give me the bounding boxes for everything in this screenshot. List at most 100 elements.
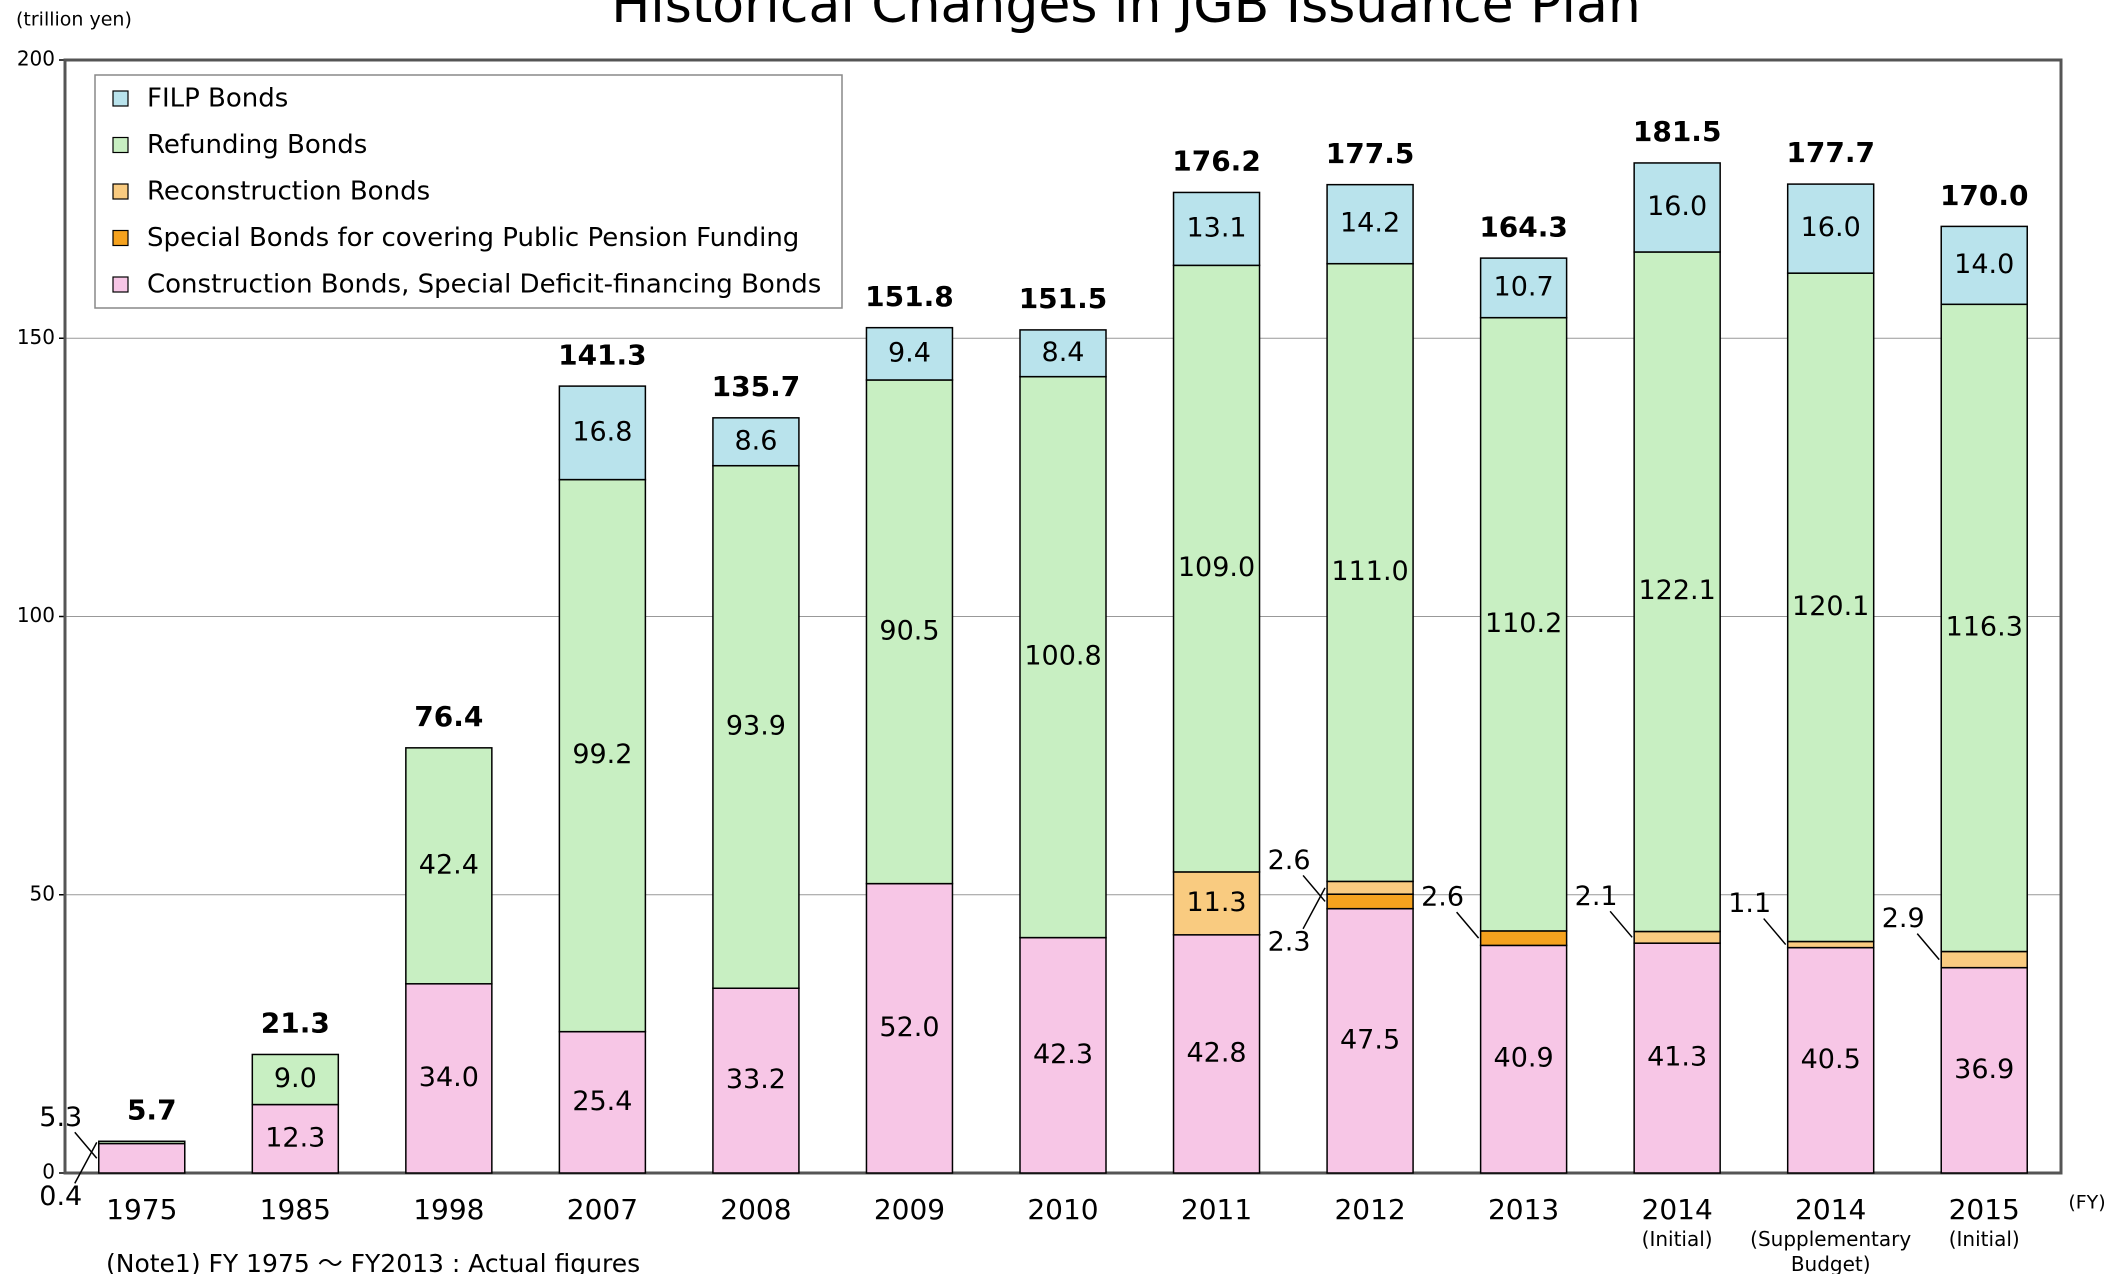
chart-title: Historical Changes in JGB Issuance Plan <box>611 0 1641 35</box>
value-label: 41.3 <box>1647 1042 1707 1073</box>
value-label: 2.9 <box>1882 903 1925 934</box>
bar-segment <box>1172 934 1261 1174</box>
value-label: 25.4 <box>572 1086 632 1117</box>
leader-line <box>74 1142 98 1184</box>
total-label: 177.5 <box>1326 137 1415 170</box>
value-label: 90.5 <box>879 615 939 646</box>
bar-segment <box>1786 272 1875 943</box>
value-label: 47.5 <box>1340 1024 1400 1055</box>
value-label: 1.1 <box>1728 888 1771 919</box>
legend-box <box>94 74 843 309</box>
total-label: 151.8 <box>865 280 954 313</box>
value-label: 122.1 <box>1639 575 1716 606</box>
bar-segment <box>1479 944 1568 1174</box>
legend-swatch <box>112 276 129 293</box>
bar-segment <box>712 464 800 989</box>
bar-segment <box>405 983 493 1174</box>
bar-segment <box>251 1053 340 1106</box>
bar-segment <box>405 747 493 985</box>
value-label: 109.0 <box>1178 552 1255 583</box>
value-label: 42.3 <box>1033 1039 1093 1070</box>
total-label: 170.0 <box>1940 179 2029 212</box>
value-label: 9.4 <box>888 337 931 368</box>
value-label: 2.6 <box>1421 882 1464 913</box>
value-label: 2.3 <box>1268 926 1311 957</box>
bar-segment <box>558 385 647 481</box>
bar-segment <box>251 1103 340 1174</box>
y-unit: (trillion yen) <box>16 9 132 31</box>
value-label: 40.5 <box>1801 1044 1861 1075</box>
leader-line <box>1302 887 1326 930</box>
bar-segment <box>1019 375 1107 939</box>
bar-segment <box>1326 183 1414 265</box>
leader-line <box>74 1131 98 1159</box>
bar-segment <box>1940 966 2028 1174</box>
bar-segment <box>1633 251 1721 933</box>
value-label: 5.3 <box>39 1102 82 1133</box>
value-label: 116.3 <box>1946 611 2023 642</box>
total-label: 135.7 <box>712 370 801 403</box>
total-label: 76.4 <box>414 700 483 733</box>
x-tick-label: 2008 <box>720 1193 791 1226</box>
note: (Note1) FY 1975 ～ FY2013 : Actual figure… <box>106 1249 640 1274</box>
value-label: 42.8 <box>1186 1037 1246 1068</box>
total-label: 176.2 <box>1172 144 1261 177</box>
value-label: 13.1 <box>1186 212 1246 243</box>
x-tick-label: 2009 <box>874 1193 945 1226</box>
legend-label: FILP Bonds <box>147 84 288 114</box>
value-label: 93.9 <box>726 710 786 741</box>
value-label: 52.0 <box>879 1012 939 1043</box>
bar-segment <box>558 478 647 1033</box>
leader-line <box>1302 874 1326 902</box>
bar-segment <box>1172 264 1261 873</box>
bar-segment <box>1940 303 2028 953</box>
bar-segment <box>1019 936 1107 1174</box>
bar-segment <box>98 1142 186 1174</box>
value-label: 36.9 <box>1954 1054 2014 1085</box>
total-label: 21.3 <box>261 1006 330 1039</box>
value-label: 12.3 <box>265 1122 325 1153</box>
value-label: 100.8 <box>1024 641 1101 672</box>
bar-segment <box>1633 162 1721 253</box>
x-tick-label: 1975 <box>106 1193 177 1226</box>
value-label: 33.2 <box>726 1064 786 1095</box>
y-tick-label: 150 <box>17 325 55 349</box>
bar-segment <box>865 326 954 381</box>
x-tick-label: 2014 <box>1642 1193 1713 1226</box>
bar-segment <box>865 379 954 885</box>
bar-segment <box>712 417 800 467</box>
bar-segment <box>1326 880 1414 895</box>
x-tick-label: 2015 <box>1949 1193 2020 1226</box>
bar-segment <box>1633 942 1721 1174</box>
legend-swatch <box>112 90 129 107</box>
leader-line <box>1456 911 1480 939</box>
legend-swatch <box>112 183 129 200</box>
total-label: 151.5 <box>1019 282 1108 315</box>
bar-segment <box>1940 225 2028 306</box>
legend-label: Refunding Bonds <box>147 130 367 160</box>
bar-segment <box>712 987 800 1174</box>
bar-segment <box>1326 907 1414 1174</box>
legend-label: Reconstruction Bonds <box>147 177 430 207</box>
legend-swatch <box>112 229 129 247</box>
value-label: 40.9 <box>1494 1043 1554 1074</box>
leader-line <box>1609 910 1633 938</box>
x-tick-label: 2011 <box>1181 1193 1252 1226</box>
x-tick-label: 2010 <box>1027 1193 1098 1226</box>
bar-segment <box>558 1030 647 1174</box>
value-label: 120.1 <box>1792 591 1869 622</box>
total-label: 177.7 <box>1786 136 1875 169</box>
leader-line <box>1916 933 1940 961</box>
x-tick-label: 2012 <box>1334 1193 1405 1226</box>
bar-segment <box>865 882 954 1174</box>
y-tick-label: 100 <box>17 603 55 627</box>
bar-segment <box>1633 930 1721 944</box>
bar-segment <box>1019 329 1107 378</box>
x-unit: (FY) <box>2068 1192 2105 1214</box>
value-label: 2.6 <box>1268 845 1311 876</box>
value-label: 111.0 <box>1331 556 1408 587</box>
value-label: 99.2 <box>572 739 632 770</box>
x-tick-label: 1998 <box>413 1193 484 1226</box>
bar-segment <box>1786 940 1875 949</box>
